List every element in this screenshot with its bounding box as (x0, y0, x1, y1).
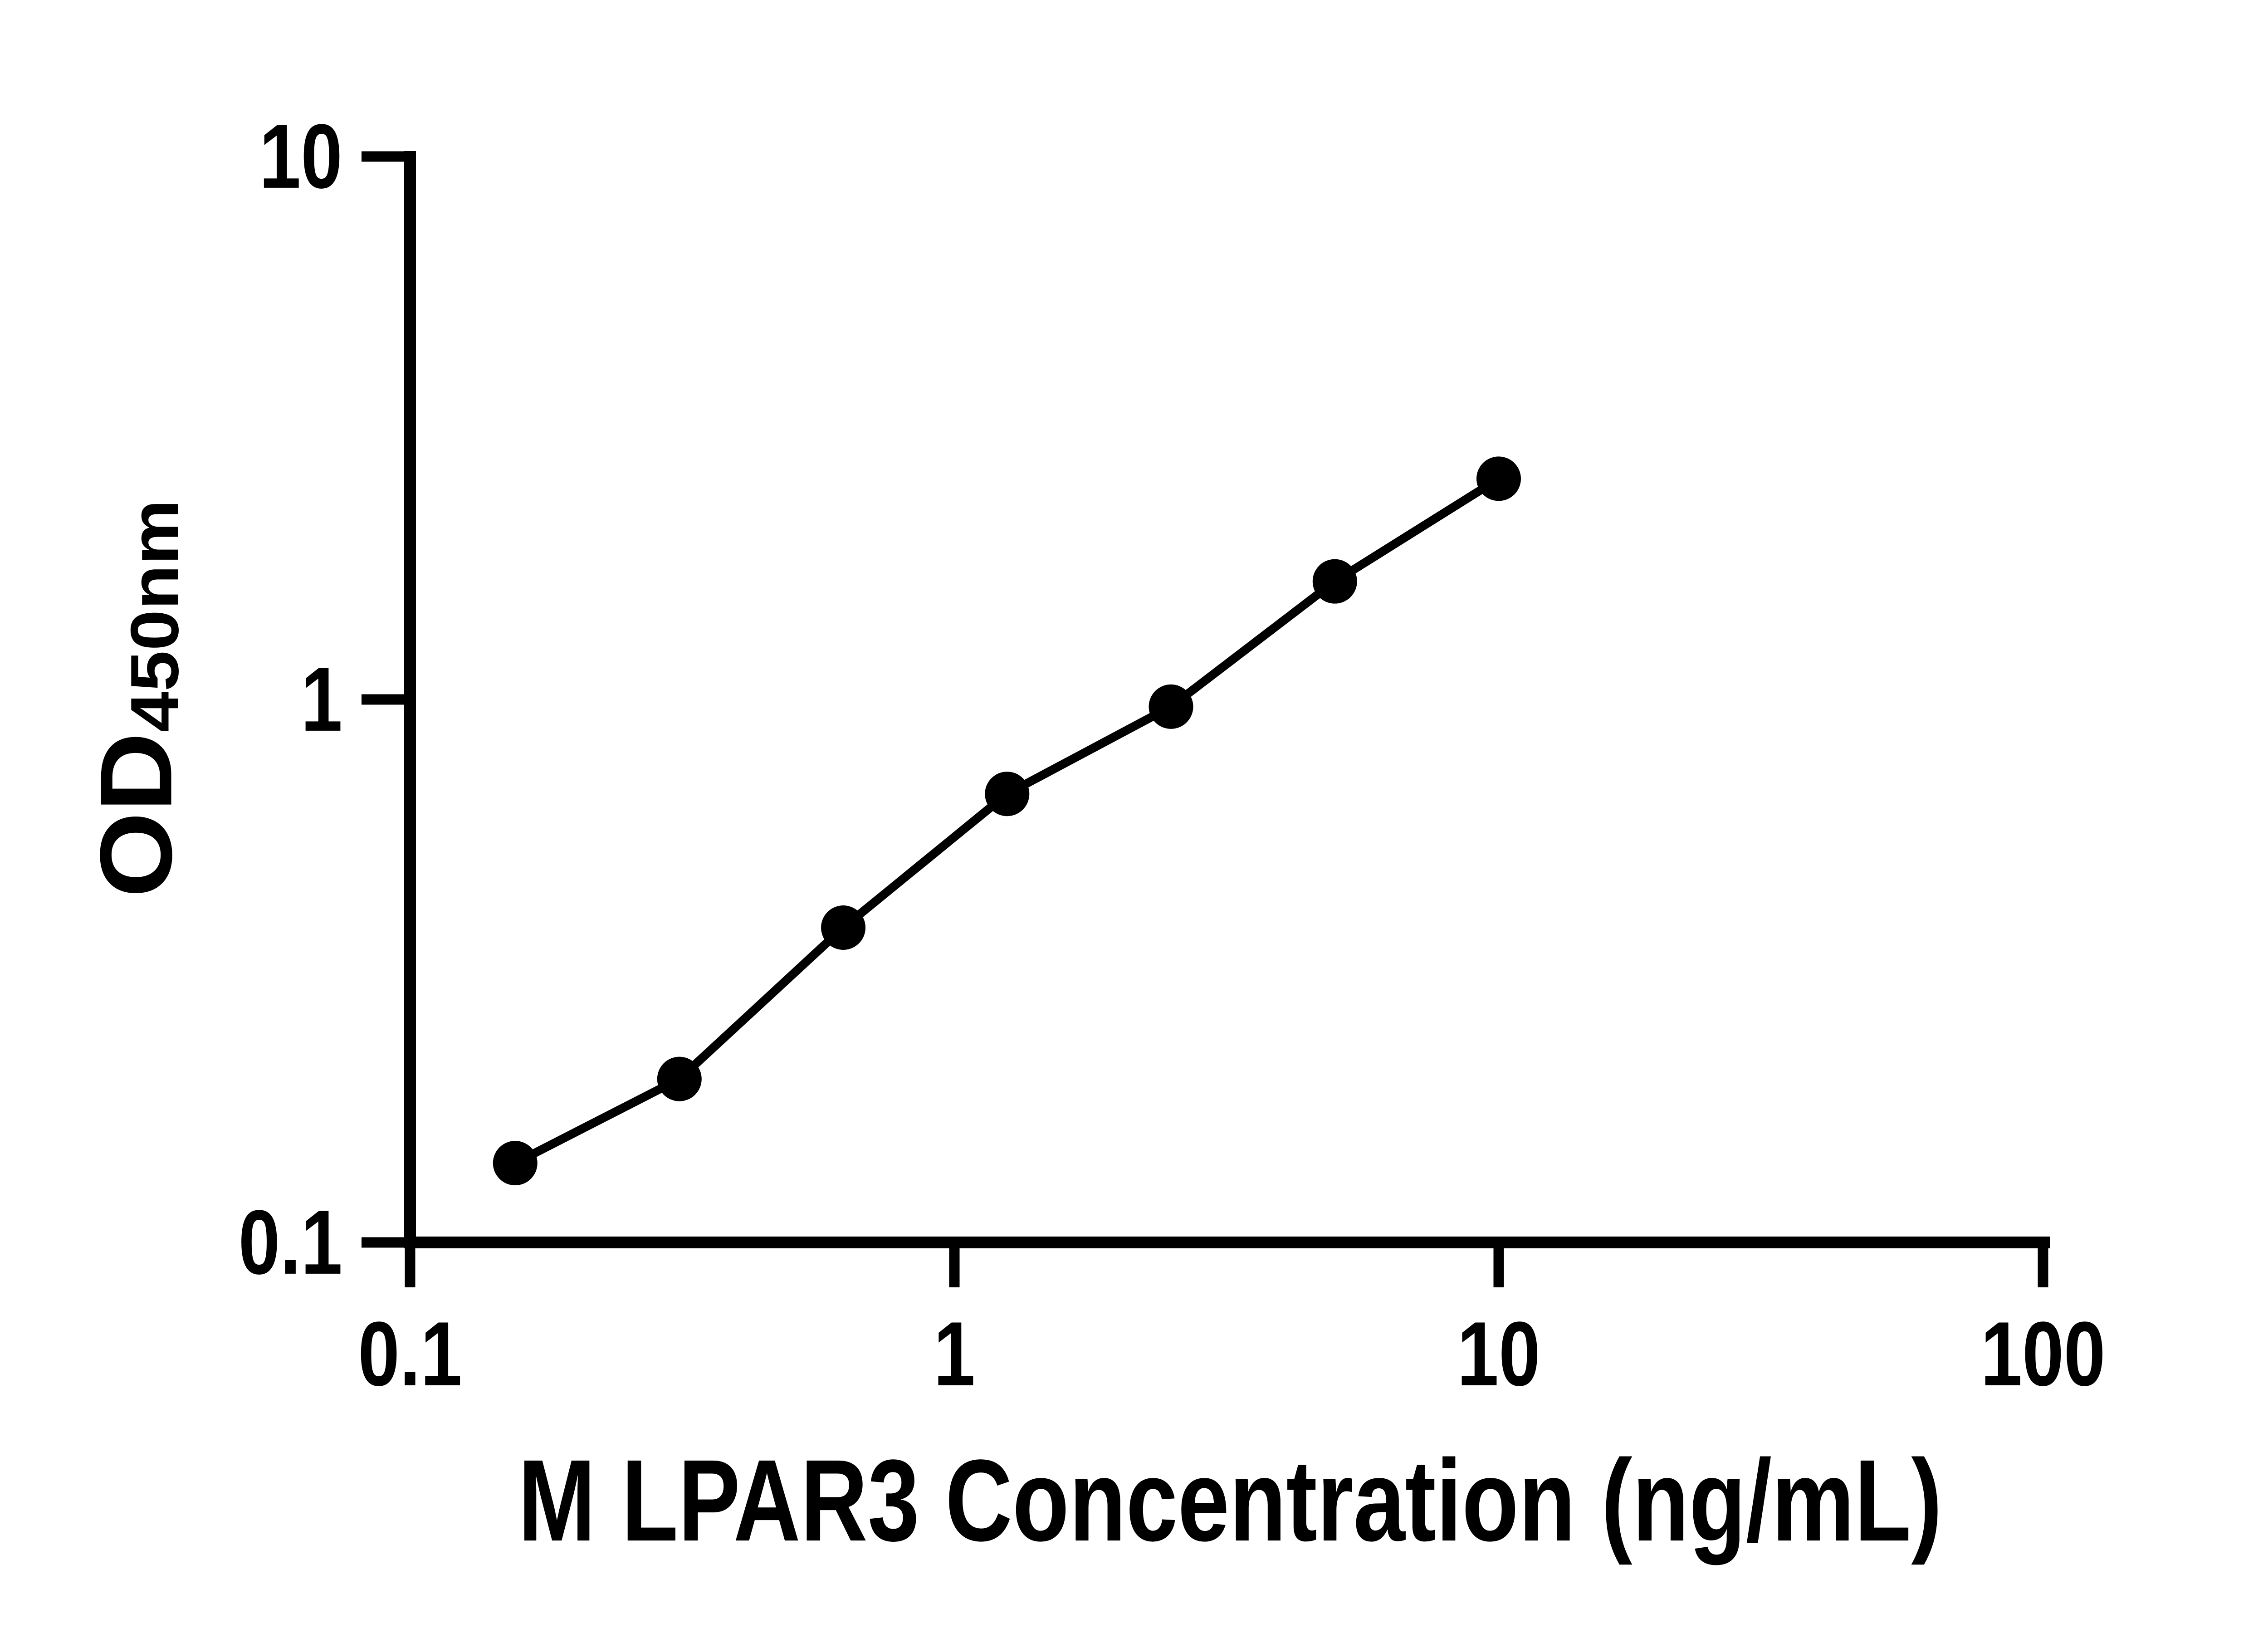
data-point-marker (985, 772, 1030, 816)
y-tick-label-10: 10 (259, 105, 342, 207)
data-point-marker (493, 1141, 538, 1186)
data-point-marker (1476, 456, 1521, 501)
x-axis-title: M LPAR3 Concentration (ng/mL) (518, 1435, 1942, 1566)
data-point-marker (1149, 684, 1193, 729)
x-tick-label-100: 100 (1980, 1303, 2106, 1405)
axes (404, 151, 2050, 1248)
data-point-marker (657, 1056, 702, 1101)
axis-ticks (362, 151, 2048, 1287)
data-point-marker (1312, 559, 1357, 604)
y-axis-title: OD450nm (79, 499, 193, 898)
x-tick-label-0.1: 0.1 (358, 1303, 462, 1405)
y-axis-title-main: OD (78, 732, 193, 898)
y-tick-label-1: 1 (301, 648, 342, 750)
standard-curve-series (493, 456, 1521, 1186)
y-axis-title-subscript: 450nm (116, 499, 193, 733)
x-tick-label-1: 1 (934, 1303, 975, 1405)
x-tick-label-10: 10 (1457, 1303, 1540, 1405)
data-point-marker (821, 905, 866, 950)
y-tick-label-0.1: 0.1 (238, 1191, 342, 1293)
